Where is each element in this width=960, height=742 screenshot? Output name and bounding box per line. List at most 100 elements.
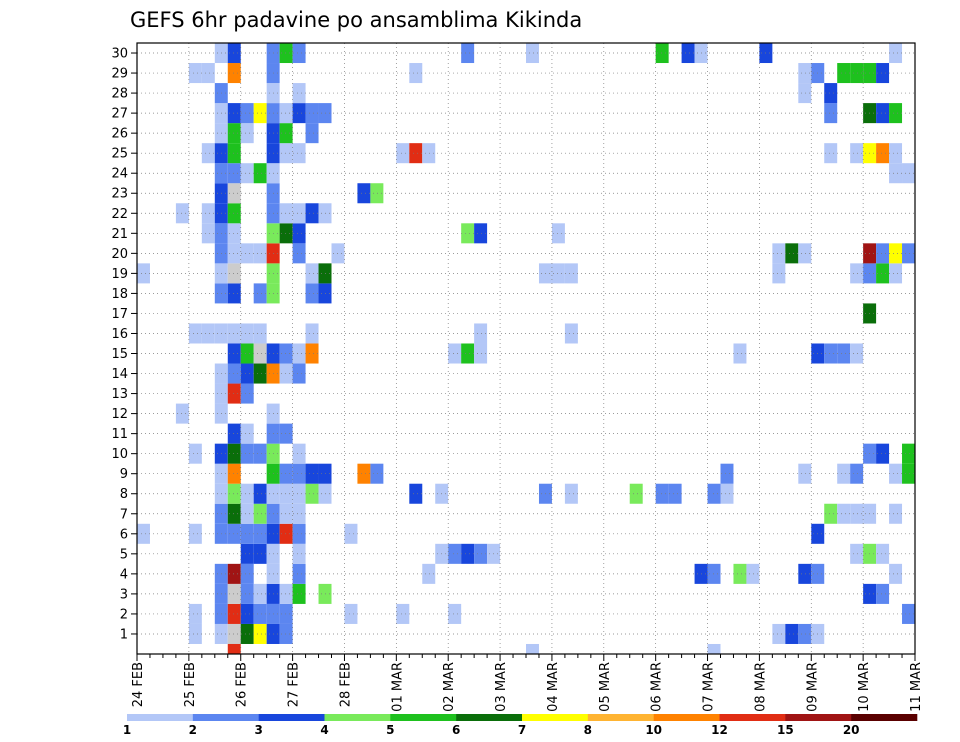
precip-cell (201, 203, 215, 224)
y-tick-label: 5 (120, 547, 128, 562)
x-tick-label: 08 MAR (753, 662, 768, 712)
precip-cell (292, 463, 306, 484)
x-tick-label: 28 FEB (338, 662, 353, 707)
precip-cell (227, 43, 241, 64)
precip-cell (240, 583, 254, 604)
x-tick-label: 10 MAR (857, 662, 872, 712)
precip-cell (305, 483, 319, 504)
precip-cell (798, 563, 812, 584)
precip-cell (240, 623, 254, 644)
precip-cell (253, 543, 267, 564)
precip-cell (772, 243, 786, 264)
colorbar-label: 15 (777, 723, 794, 737)
precip-cell (889, 163, 903, 184)
y-tick-label: 18 (111, 287, 128, 302)
precip-cell (850, 263, 864, 284)
precip-cell (707, 643, 721, 654)
x-tick-label: 01 MAR (390, 662, 405, 712)
precip-cell (461, 43, 475, 64)
precip-cell (409, 63, 423, 84)
precip-cell (837, 63, 851, 84)
precip-cell (175, 203, 189, 224)
precip-cell (448, 603, 462, 624)
precip-cell (655, 43, 669, 64)
x-tick-label: 03 MAR (494, 662, 509, 712)
precip-cell (551, 263, 565, 284)
precip-cell (889, 143, 903, 164)
precip-cell (227, 523, 241, 544)
precip-cell (292, 523, 306, 544)
x-axis: 24 FEB 25 FEB 26 FEB 27 FEB 28 FEB 01 MAR 02 M… (131, 654, 924, 712)
precip-cell (292, 563, 306, 584)
precip-cell (227, 183, 241, 204)
y-tick-label: 22 (111, 207, 128, 222)
precip-cell (409, 143, 423, 164)
precip-cell (188, 323, 202, 344)
precip-cell (370, 463, 384, 484)
precip-cell (292, 203, 306, 224)
precip-cell (279, 143, 293, 164)
precip-cell (876, 63, 890, 84)
precip-cell (551, 223, 565, 244)
precip-cell (850, 63, 864, 84)
precip-cell (292, 83, 306, 104)
precip-cell (227, 103, 241, 124)
precip-cell (279, 523, 293, 544)
precip-cell (305, 323, 319, 344)
precip-cell (227, 223, 241, 244)
y-tick-label: 17 (111, 307, 128, 322)
precip-cell (292, 583, 306, 604)
precip-cell (240, 503, 254, 524)
precip-cell (876, 583, 890, 604)
precip-cell (188, 623, 202, 644)
precip-cell (292, 243, 306, 264)
precip-cell (240, 563, 254, 584)
precip-cell (305, 103, 319, 124)
precip-cell (227, 243, 241, 264)
precip-cell (227, 643, 241, 654)
precip-cell (798, 63, 812, 84)
precip-cell (279, 123, 293, 144)
y-tick-label: 26 (111, 127, 128, 142)
colorbar-swatch (719, 714, 786, 721)
precip-cell (227, 263, 241, 284)
precip-cell (448, 343, 462, 364)
colorbar-label: 1 (123, 723, 131, 737)
precip-cell (876, 263, 890, 284)
precip-cell (889, 103, 903, 124)
precip-cell (292, 143, 306, 164)
precip-cell (344, 523, 358, 544)
precip-cell (137, 523, 150, 544)
precip-cell (292, 503, 306, 524)
colorbar-label: 6 (452, 723, 460, 737)
y-tick-label: 4 (120, 567, 128, 582)
y-tick-label: 3 (120, 587, 128, 602)
precip-cell (564, 483, 578, 504)
precip-cell (227, 143, 241, 164)
precip-cell (240, 483, 254, 504)
precip-cell (344, 603, 358, 624)
precip-cell (474, 223, 488, 244)
y-tick-label: 12 (111, 407, 128, 422)
precip-cell (253, 283, 267, 304)
y-tick-label: 30 (111, 47, 128, 62)
precip-cell (253, 443, 267, 464)
precip-cell (850, 503, 864, 524)
x-tick-label: 11 MAR (909, 662, 924, 712)
precip-cell (824, 503, 838, 524)
y-tick-label: 10 (111, 447, 128, 462)
precip-cell (253, 523, 267, 544)
precip-cell (889, 43, 903, 64)
precip-cell (461, 543, 475, 564)
precip-cell (837, 463, 851, 484)
precip-cell (889, 503, 903, 524)
precip-cell (850, 343, 864, 364)
y-tick-label: 27 (111, 107, 128, 122)
precip-cell (357, 183, 371, 204)
precip-cell (292, 43, 306, 64)
y-tick-label: 24 (111, 167, 128, 182)
precip-cell (253, 243, 267, 264)
precip-cell (253, 363, 267, 384)
precip-cell (279, 503, 293, 524)
precip-cell (279, 623, 293, 644)
